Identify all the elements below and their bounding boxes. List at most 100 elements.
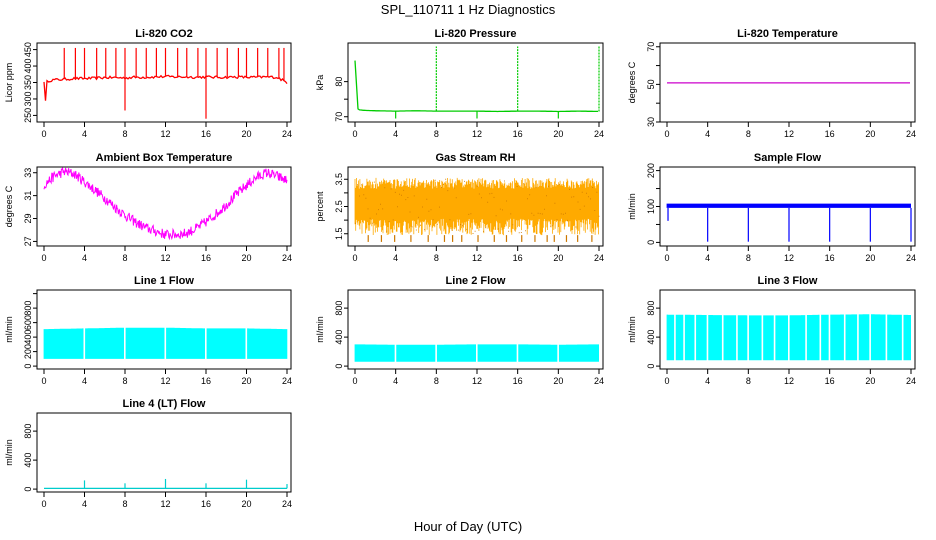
y-tick-label: 200 [23,344,33,359]
x-tick-label: 24 [282,253,292,263]
y-axis-label: ml/min [627,193,637,220]
x-tick-label: 24 [906,376,916,386]
data-gap [773,290,776,369]
x-tick-label: 8 [434,129,439,139]
panel-title: Sample Flow [754,152,822,164]
x-tick-label: 12 [784,253,794,263]
y-axis-label: ml/min [315,316,325,343]
panel-title: Li-820 Temperature [737,28,838,40]
x-tick-label: 0 [352,376,357,386]
data-gap [828,290,831,369]
x-tick-label: 12 [784,376,794,386]
data-gap [857,290,859,369]
x-tick-label: 8 [746,129,751,139]
x-tick-label: 16 [513,376,523,386]
y-tick-label: 400 [646,330,656,345]
panel-4: Gas Stream RH 0 4 8 12 16 20 24 1.5 2.5 3.5 percent [315,152,604,263]
y-tick-label: 800 [334,301,344,316]
x-tick-label: 20 [553,129,563,139]
plot-area [666,203,912,242]
y-tick-label: 300 [23,91,33,106]
data-gap [761,290,764,369]
x-tick-label: 0 [352,253,357,263]
data-dots [355,178,600,234]
panel-2: Li-820 Temperature 0 4 8 12 16 20 24 30 50 70 degre… [627,28,916,139]
y-tick-label: 31 [23,191,33,201]
y-axis-label: ml/min [4,316,14,343]
x-tick-label: 0 [664,253,669,263]
data-line [354,60,598,113]
y-tick-label: 400 [23,330,33,345]
x-tick-label: 20 [241,253,251,263]
x-tick-label: 8 [122,253,127,263]
data-gap [516,290,519,369]
data-gap [557,290,559,369]
y-tick-label: 0 [646,240,656,245]
data-gap [205,290,207,369]
y-tick-label: 33 [23,168,33,178]
panel-9: Line 4 (LT) Flow 0 4 8 12 16 20 24 0 400 800 ml/min [4,398,292,509]
x-tick-label: 12 [472,129,482,139]
data-gap [736,290,738,369]
data-gap [819,290,822,369]
x-tick-label: 24 [282,499,292,509]
panel-1: Li-820 Pressure 0 4 8 12 16 20 24 70 80 kPa [315,28,604,139]
y-tick-label: 3.5 [334,173,344,186]
x-tick-label: 24 [594,376,604,386]
panel-8: Line 3 Flow 0 4 8 12 16 20 24 0 400 800 ml/min [627,275,916,386]
x-tick-label: 4 [393,253,398,263]
panel-title: Line 1 Flow [134,275,194,287]
y-tick-label: 70 [646,42,656,52]
plot-area [666,290,911,369]
y-tick-label: 80 [334,77,344,87]
data-gap [435,290,437,369]
x-tick-label: 20 [241,499,251,509]
data-gap [476,290,478,369]
x-tick-label: 12 [784,129,794,139]
plot-area [44,478,288,490]
data-gap [788,290,790,369]
y-tick-label: 200 [646,163,656,178]
y-axis-label: percent [315,191,325,222]
x-tick-label: 12 [160,499,170,509]
y-axis-label: Licor ppm [4,63,14,103]
y-tick-label: 0 [23,487,33,492]
x-tick-label: 20 [865,376,875,386]
data-gap [869,290,871,369]
data-gap [394,290,397,369]
x-tick-label: 12 [160,129,170,139]
x-tick-label: 8 [122,376,127,386]
x-tick-label: 20 [241,129,251,139]
panel-title: Li-820 CO2 [135,28,192,40]
plot-area [354,46,600,119]
x-tick-label: 0 [664,376,669,386]
x-tick-label: 16 [201,376,211,386]
x-tick-label: 24 [906,129,916,139]
data-gap [721,290,724,369]
panel-3: Ambient Box Temperature 0 4 8 12 16 20 24 27 29 31… [4,152,292,263]
plot-area [354,290,599,369]
y-axis-label: ml/min [4,439,14,466]
panel-title: Li-820 Pressure [435,28,517,40]
y-tick-label: 29 [23,214,33,224]
x-tick-label: 20 [553,376,563,386]
data-gap [683,290,685,369]
x-tick-label: 8 [122,129,127,139]
x-tick-label: 16 [201,253,211,263]
panel-title: Line 3 Flow [758,275,818,287]
x-tick-label: 0 [664,129,669,139]
x-tick-label: 24 [282,129,292,139]
data-gap [805,290,807,369]
x-tick-label: 8 [434,253,439,263]
y-tick-label: 400 [23,453,33,468]
x-tick-label: 20 [553,253,563,263]
x-tick-label: 16 [201,499,211,509]
x-tick-label: 8 [746,253,751,263]
data-gap [83,290,86,369]
x-tick-label: 16 [201,129,211,139]
x-tick-label: 0 [41,253,46,263]
x-tick-label: 4 [82,376,87,386]
